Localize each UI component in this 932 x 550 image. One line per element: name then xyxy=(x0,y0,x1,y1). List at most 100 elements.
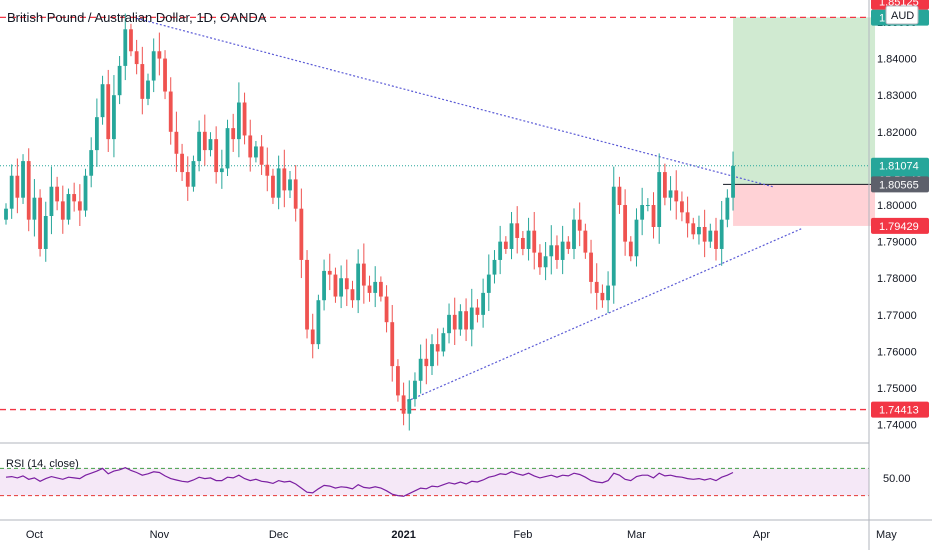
candle-body xyxy=(617,186,622,206)
position-zones xyxy=(723,17,876,226)
candle-body xyxy=(265,164,270,176)
candle-body xyxy=(134,51,139,65)
price-tag xyxy=(871,217,929,234)
target-zone[interactable] xyxy=(733,17,876,185)
candle-body xyxy=(560,241,565,260)
candle-body xyxy=(396,366,400,396)
candle-body xyxy=(15,175,20,198)
candle-body xyxy=(60,201,65,220)
candle-body xyxy=(83,175,88,211)
candle-body xyxy=(310,329,315,345)
candle-body xyxy=(662,172,667,198)
candle-body xyxy=(112,95,116,140)
candle-body xyxy=(151,51,156,81)
time-tick-label: May xyxy=(876,529,897,541)
candle-body xyxy=(697,226,701,235)
rsi-pane: RSI (14, close) 50.00 xyxy=(0,442,911,497)
candle-body xyxy=(623,205,628,242)
trendline[interactable] xyxy=(136,17,773,188)
candle-body xyxy=(38,197,42,249)
candle-body xyxy=(555,245,559,260)
candle-body xyxy=(492,259,497,275)
candle-body xyxy=(401,395,406,414)
candle-body xyxy=(515,223,520,238)
rsi-mid-tick: 50.00 xyxy=(883,473,911,485)
candle-body xyxy=(566,241,571,249)
candle-body xyxy=(526,230,531,249)
candle-body xyxy=(520,237,525,249)
candle-body xyxy=(271,175,275,198)
candle-body xyxy=(685,212,690,224)
candle-body xyxy=(89,150,94,176)
candle-body xyxy=(657,172,662,227)
candle-body xyxy=(129,29,133,52)
candle-body xyxy=(163,58,167,92)
candle-body xyxy=(600,292,605,301)
price-tick-label: 1.77000 xyxy=(877,310,917,322)
candle-body xyxy=(219,168,224,173)
candle-body xyxy=(731,165,735,198)
candle-body xyxy=(242,102,247,136)
candle-body xyxy=(719,219,724,249)
candle-body xyxy=(645,205,650,207)
candle-body xyxy=(628,241,633,257)
candle-body xyxy=(276,168,281,198)
candle-body xyxy=(344,278,349,290)
candle-body xyxy=(305,259,309,330)
candle-body xyxy=(486,274,491,293)
candle-body xyxy=(94,117,99,151)
candle-body xyxy=(66,194,71,220)
candle-body xyxy=(714,230,718,249)
candle-body xyxy=(202,131,207,151)
candlestick-series xyxy=(4,13,735,431)
candle-body xyxy=(680,201,684,213)
candle-body xyxy=(725,197,730,220)
candle-body xyxy=(611,186,616,286)
candle-body xyxy=(589,252,593,282)
candle-body xyxy=(674,190,679,202)
candle-body xyxy=(214,139,219,173)
candle-body xyxy=(225,128,230,169)
candle-body xyxy=(197,131,202,162)
price-tag-label: 1.79429 xyxy=(879,221,919,233)
candle-body xyxy=(191,161,196,187)
candle-body xyxy=(140,64,145,99)
rsi-line xyxy=(5,467,734,497)
candle-body xyxy=(543,256,548,268)
candle-body xyxy=(668,190,673,198)
candle-body xyxy=(327,270,332,275)
candle-body xyxy=(430,344,434,367)
price-tag-label: 1.81074 xyxy=(879,161,919,173)
currency-badge: AUD xyxy=(885,5,919,25)
candle-body xyxy=(464,311,468,330)
horizontal-lines xyxy=(0,16,869,411)
candle-body xyxy=(49,186,54,217)
candle-body xyxy=(208,139,213,151)
candle-body xyxy=(708,230,713,242)
candle-body xyxy=(106,84,111,140)
candle-body xyxy=(435,344,440,352)
candle-body xyxy=(361,263,366,286)
candle-body xyxy=(293,179,298,209)
candle-body xyxy=(549,245,554,257)
stop-zone[interactable] xyxy=(733,184,876,226)
time-tick-label: Mar xyxy=(627,529,646,541)
candle-body xyxy=(231,128,236,140)
time-tick-label: Nov xyxy=(150,529,170,541)
candle-body xyxy=(316,300,321,345)
price-tick-label: 1.79000 xyxy=(877,237,917,249)
candle-body xyxy=(174,131,179,154)
candle-body xyxy=(390,322,395,367)
time-tick-label: Oct xyxy=(26,529,43,541)
candle-body xyxy=(452,314,457,330)
candle-body xyxy=(117,65,122,96)
candle-body xyxy=(55,186,60,202)
price-axis-ticks: 1.74000 1.75000 1.76000 1.77000 1.78000 1.790… xyxy=(877,17,917,432)
candle-body xyxy=(424,358,429,367)
candle-body xyxy=(26,161,31,220)
rsi-label: RSI (14, close) xyxy=(6,458,79,470)
currency-label: AUD xyxy=(891,10,914,22)
trendline[interactable] xyxy=(403,228,802,404)
price-tag-label: 1.85125 xyxy=(879,0,919,9)
